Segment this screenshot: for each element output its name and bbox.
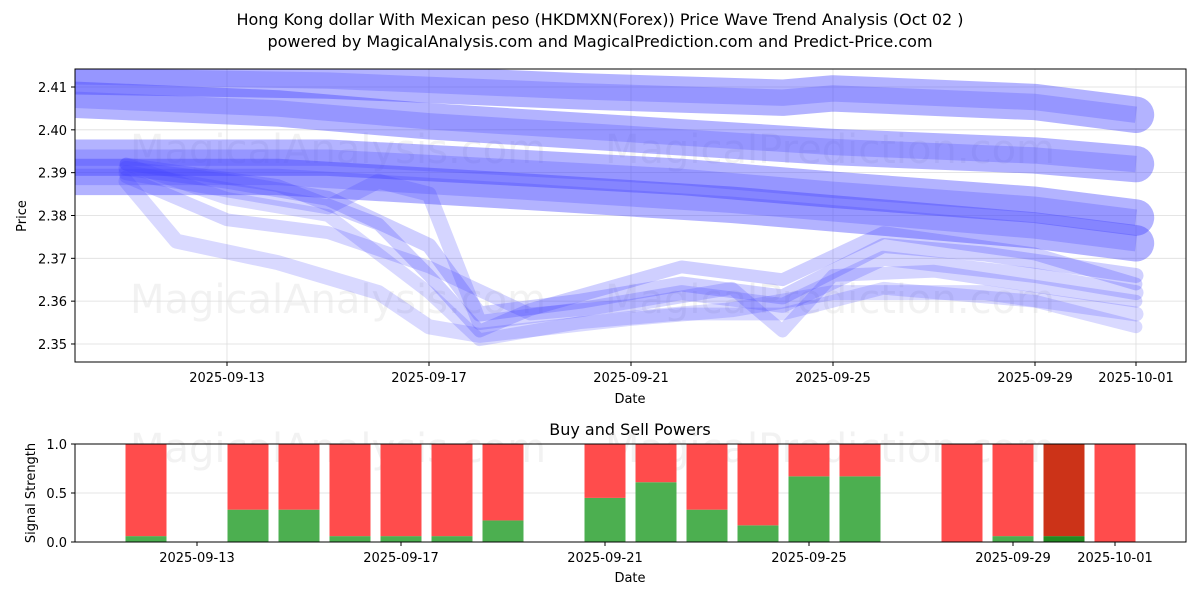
sell-bar	[228, 444, 269, 510]
buy-sell-plot: Buy and Sell Powers MagicalAnalysis.com …	[24, 420, 1186, 586]
buy-bar	[126, 536, 167, 542]
buy-bar	[1044, 536, 1085, 542]
buy-bar	[687, 510, 728, 542]
sell-bar	[687, 444, 728, 510]
y-tick-label: 2.39	[38, 167, 67, 182]
x-tick-label: 2025-09-17	[363, 551, 439, 566]
sell-bar	[585, 444, 626, 498]
sell-bar	[483, 444, 524, 520]
y-tick-label: 2.40	[38, 124, 67, 139]
y-tick-label: 2.35	[38, 338, 67, 353]
date-axis-bottom: 2025-09-13 2025-09-17 2025-09-21 2025-09-25…	[159, 542, 1153, 566]
x-tick-label: 2025-09-25	[771, 551, 847, 566]
sell-bar	[789, 444, 830, 476]
y-axis-label-top: Price	[15, 200, 30, 232]
sell-bar	[1044, 444, 1085, 536]
buy-bar	[636, 482, 677, 542]
y-tick-label: 2.38	[38, 209, 67, 224]
x-axis-label-top: Date	[614, 392, 645, 407]
x-tick-label: 2025-09-13	[159, 551, 235, 566]
buy-bar	[330, 536, 371, 542]
y-tick-label: 0.0	[46, 536, 67, 551]
date-axis-top: 2025-09-13 2025-09-17 2025-09-21 2025-09-25…	[189, 362, 1174, 386]
x-tick-label: 2025-09-17	[391, 371, 467, 386]
sell-bar	[942, 444, 983, 542]
x-tick-label: 2025-10-01	[1098, 371, 1174, 386]
sell-bar	[126, 444, 167, 536]
sell-bar	[432, 444, 473, 536]
buy-bar	[840, 476, 881, 542]
sell-bar	[993, 444, 1034, 536]
y-tick-label: 2.37	[38, 252, 67, 267]
buy-bar	[483, 520, 524, 542]
sell-bar	[279, 444, 320, 510]
x-tick-label: 2025-09-21	[567, 551, 643, 566]
x-tick-label: 2025-09-25	[795, 371, 871, 386]
sell-bar	[381, 444, 422, 536]
buy-bar	[993, 536, 1034, 542]
sell-bar	[840, 444, 881, 476]
price-wave-plot: MagicalAnalysis.com MagicalPrediction.co…	[15, 69, 1186, 407]
x-tick-label: 2025-10-01	[1077, 551, 1153, 566]
buy-bar	[585, 498, 626, 542]
price-axis: 2.35 2.36 2.37 2.38 2.39 2.40 2.41	[38, 81, 75, 353]
buy-bar	[279, 510, 320, 542]
y-axis-label-bottom: Signal Strength	[24, 443, 39, 543]
y-tick-label: 0.5	[46, 487, 67, 502]
x-tick-label: 2025-09-21	[593, 371, 669, 386]
sell-bar	[636, 444, 677, 482]
buy-bar	[228, 510, 269, 542]
sell-bar	[1095, 444, 1136, 542]
x-tick-label: 2025-09-13	[189, 371, 265, 386]
buy-bar	[381, 536, 422, 542]
signal-axis: 0.0 0.5 1.0	[46, 438, 75, 551]
x-tick-label: 2025-09-29	[975, 551, 1051, 566]
x-tick-label: 2025-09-29	[997, 371, 1073, 386]
y-tick-label: 1.0	[46, 438, 67, 453]
sell-bar	[738, 444, 779, 525]
y-tick-label: 2.36	[38, 295, 67, 310]
sell-bar	[330, 444, 371, 536]
x-axis-label-bottom: Date	[614, 571, 645, 586]
buy-bar	[432, 536, 473, 542]
chart-canvas: MagicalAnalysis.com MagicalPrediction.co…	[0, 0, 1200, 600]
buy-bar	[789, 476, 830, 542]
y-tick-label: 2.41	[38, 81, 67, 96]
buy-bar	[738, 525, 779, 542]
